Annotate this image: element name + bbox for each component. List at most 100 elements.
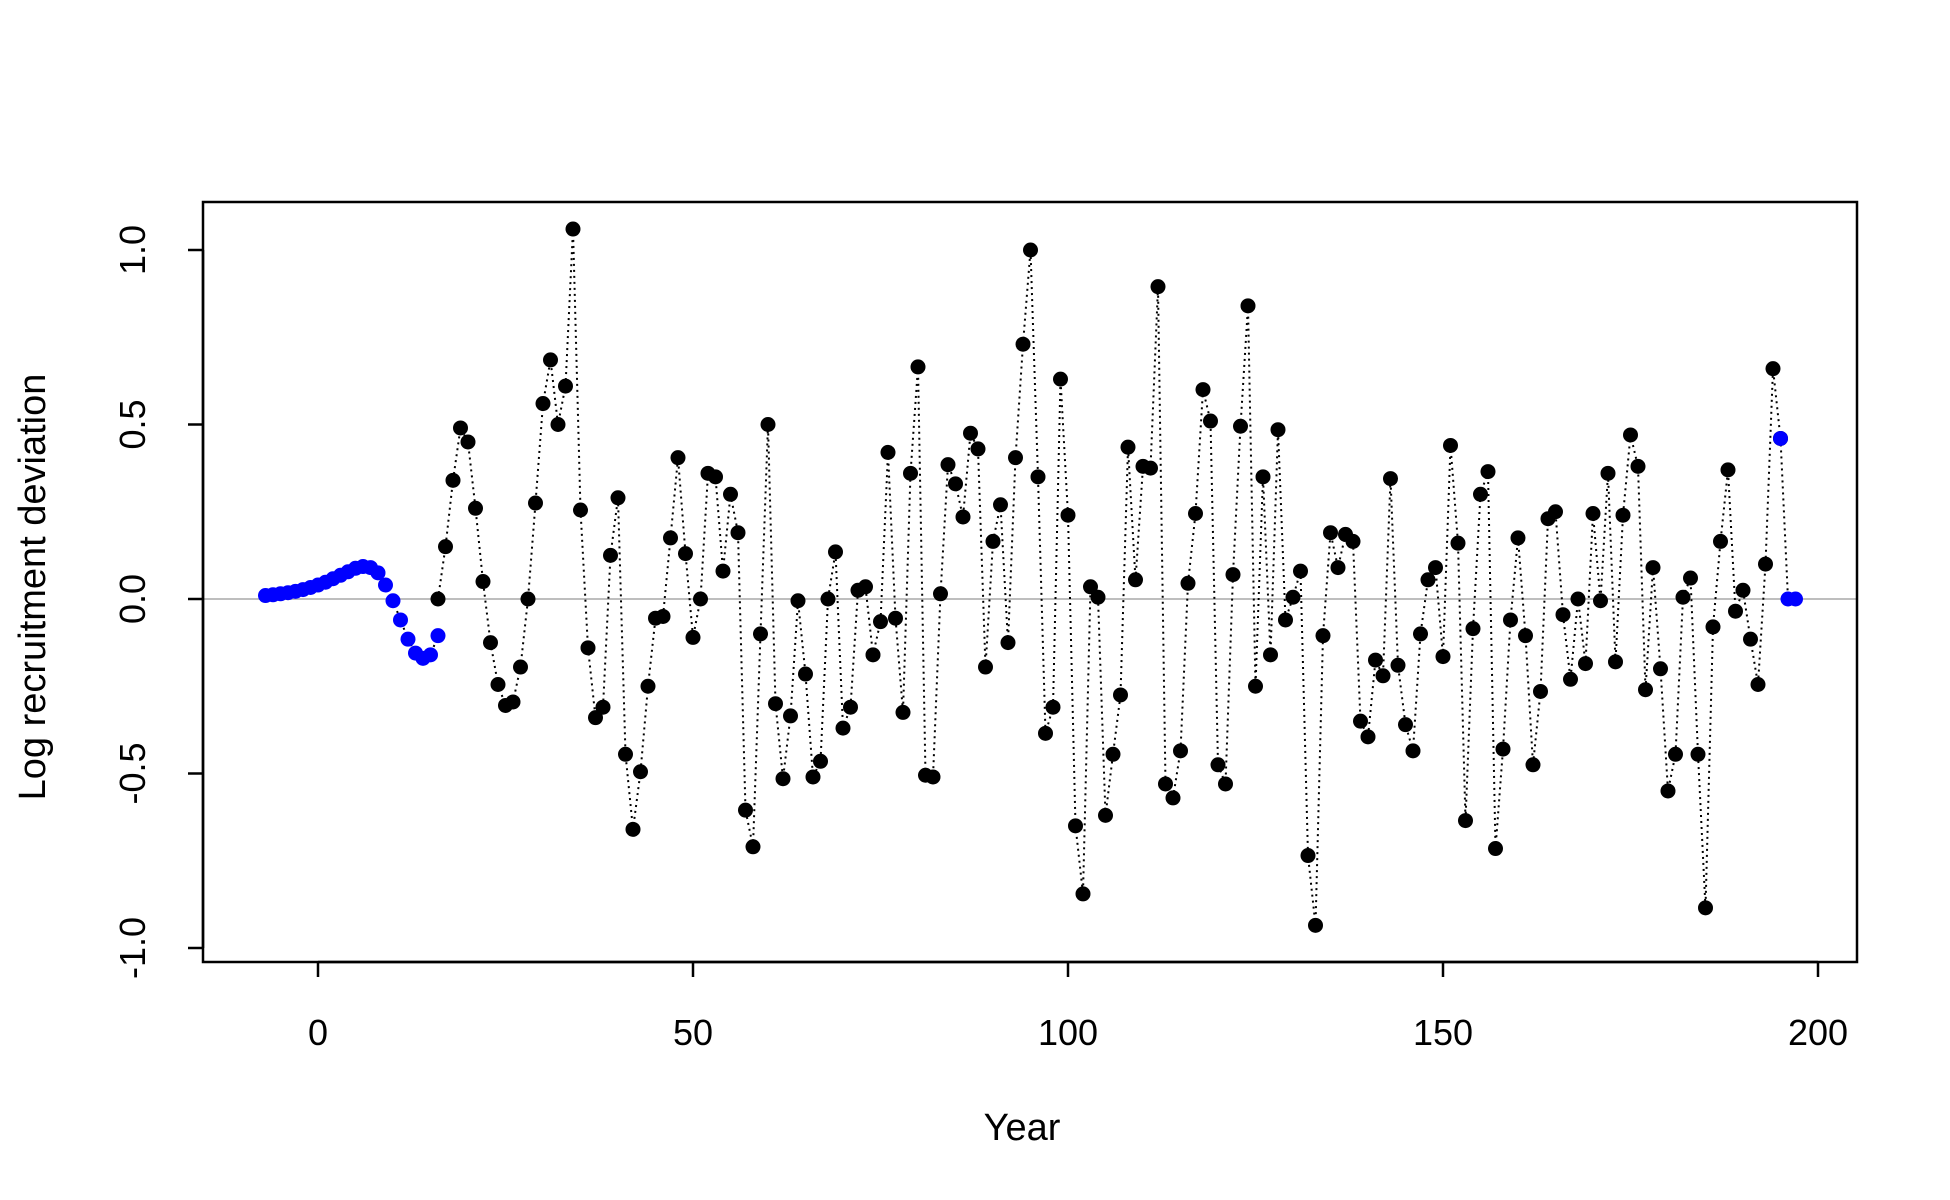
data-point-main: [1210, 757, 1226, 773]
y-tick-label: 0.5: [112, 399, 153, 449]
data-point-main: [1000, 635, 1016, 651]
data-point-main: [438, 539, 453, 555]
data-point-main: [903, 465, 918, 481]
data-point-main: [693, 591, 708, 607]
data-point-main: [483, 635, 498, 651]
data-point-main: [528, 495, 543, 511]
data-point-main: [1450, 535, 1466, 551]
data-point-main: [970, 441, 986, 457]
data-point-main: [738, 802, 753, 818]
data-point-main: [1713, 533, 1728, 549]
data-point-main: [1503, 612, 1518, 628]
data-point-early: [430, 628, 446, 644]
series-points: [258, 221, 1803, 933]
data-point-main: [1615, 507, 1631, 523]
data-point-main: [1480, 464, 1496, 480]
data-point-main: [1053, 371, 1068, 387]
data-point-main: [1705, 619, 1721, 635]
data-point-main: [430, 591, 446, 607]
data-point-main: [625, 821, 641, 837]
data-point-main: [1248, 678, 1263, 694]
data-point-main: [805, 769, 821, 785]
data-point-main: [1353, 713, 1368, 729]
data-point-main: [1233, 418, 1248, 434]
data-point-main: [1435, 649, 1451, 665]
data-point-forecast: [1788, 591, 1803, 607]
data-point-main: [978, 659, 993, 675]
data-point-main: [1443, 437, 1458, 453]
data-point-main: [1383, 471, 1398, 487]
data-point-main: [1360, 729, 1376, 745]
data-point-main: [1758, 556, 1773, 572]
y-tick-label: -0.5: [112, 742, 153, 804]
data-point-main: [1555, 607, 1571, 623]
series-line-forecast: [1779, 438, 1796, 600]
data-point-main: [1578, 656, 1593, 672]
data-point-main: [1323, 525, 1338, 541]
data-point-main: [490, 677, 506, 693]
data-point-main: [1428, 560, 1443, 576]
data-point-forecast: [1773, 430, 1788, 446]
data-point-main: [775, 771, 791, 787]
data-point-main: [1270, 422, 1286, 438]
data-point-main: [1570, 591, 1586, 607]
data-point-main: [865, 647, 881, 663]
x-tick-label: 50: [673, 1012, 713, 1053]
data-point-main: [1683, 570, 1698, 586]
data-point-main: [715, 563, 731, 579]
data-point-main: [1293, 563, 1308, 579]
data-point-main: [1105, 746, 1121, 762]
data-point-main: [1743, 631, 1758, 647]
data-point-main: [1143, 460, 1158, 476]
data-point-main: [1698, 900, 1713, 916]
x-tick-label: 150: [1413, 1012, 1473, 1053]
data-point-main: [1218, 776, 1233, 792]
data-point-early: [400, 631, 416, 647]
data-point-main: [1120, 439, 1136, 455]
data-point-main: [1195, 382, 1211, 398]
data-point-early: [393, 612, 408, 628]
data-point-main: [963, 425, 978, 441]
data-point-main: [1173, 743, 1188, 759]
data-point-main: [940, 457, 956, 473]
data-point-main: [565, 221, 581, 237]
data-point-main: [595, 699, 611, 715]
data-point-main: [828, 544, 843, 560]
data-point-main: [1345, 533, 1361, 549]
data-point-main: [843, 699, 858, 715]
data-point-main: [1488, 841, 1503, 857]
data-point-main: [1390, 657, 1406, 673]
data-point-main: [873, 614, 888, 630]
data-point-main: [1068, 818, 1083, 834]
data-point-main: [1660, 783, 1676, 799]
data-point-main: [1090, 589, 1106, 605]
data-point-main: [1315, 628, 1331, 644]
data-point-main: [1465, 621, 1481, 637]
data-point-main: [1525, 757, 1541, 773]
data-point-main: [760, 417, 776, 432]
data-point-main: [460, 434, 476, 450]
data-point-main: [550, 417, 566, 432]
data-point-main: [1585, 505, 1601, 521]
data-point-main: [543, 352, 558, 368]
data-point-main: [1165, 790, 1181, 806]
data-point-main: [1075, 886, 1091, 902]
data-point-early: [370, 565, 386, 581]
data-point-main: [1398, 717, 1413, 733]
y-tick-label: 0.0: [112, 574, 153, 624]
data-point-main: [580, 640, 596, 656]
data-point-main: [1593, 593, 1608, 609]
data-point-main: [813, 753, 828, 769]
y-tick-label: -1.0: [112, 917, 153, 979]
data-point-main: [1083, 579, 1098, 595]
data-point-main: [1330, 560, 1346, 576]
data-point-main: [513, 659, 528, 675]
data-point-main: [640, 678, 656, 694]
data-point-main: [1420, 572, 1436, 588]
data-point-main: [708, 469, 723, 485]
data-point-main: [1653, 661, 1668, 677]
data-point-main: [1765, 361, 1781, 377]
data-point-main: [1113, 687, 1128, 703]
data-point-main: [1548, 504, 1563, 520]
